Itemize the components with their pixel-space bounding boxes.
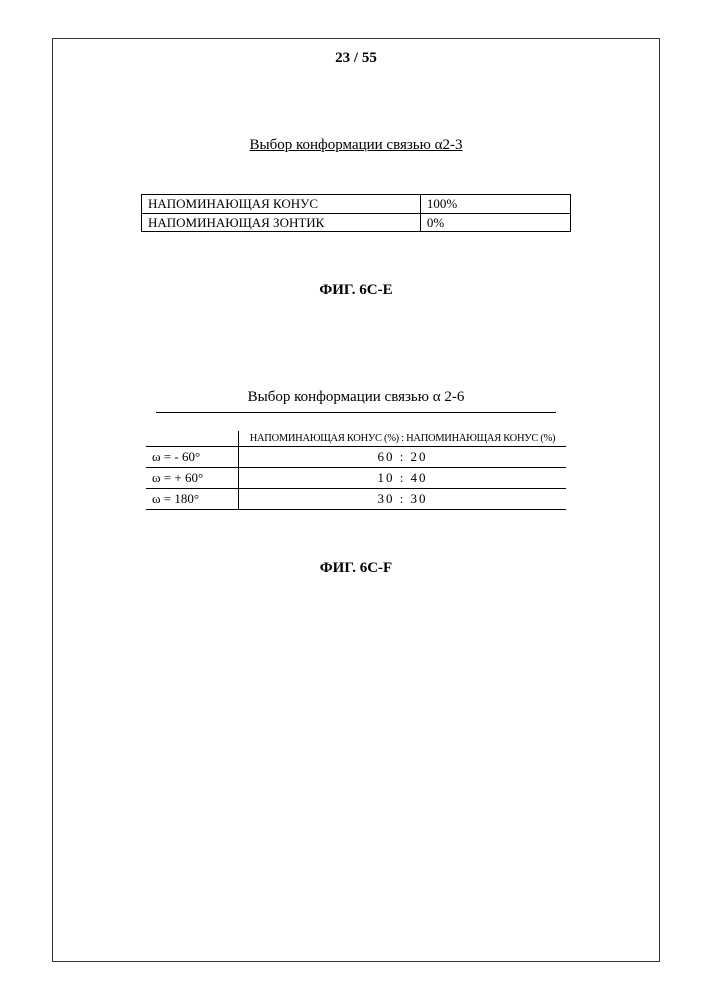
page-border (52, 38, 660, 962)
page: 23 / 55 Выбор конформации связью α2-3 НА… (0, 0, 712, 1000)
